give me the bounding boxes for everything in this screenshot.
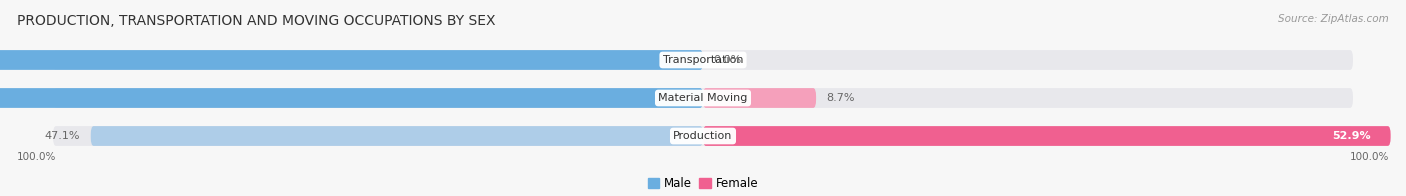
Text: 100.0%: 100.0%	[1350, 152, 1389, 162]
Text: Source: ZipAtlas.com: Source: ZipAtlas.com	[1278, 14, 1389, 24]
FancyBboxPatch shape	[703, 88, 815, 108]
Text: Material Moving: Material Moving	[658, 93, 748, 103]
Text: 8.7%: 8.7%	[827, 93, 855, 103]
Text: 52.9%: 52.9%	[1333, 131, 1371, 141]
FancyBboxPatch shape	[0, 50, 703, 70]
FancyBboxPatch shape	[53, 126, 1353, 146]
Text: 47.1%: 47.1%	[45, 131, 80, 141]
Text: PRODUCTION, TRANSPORTATION AND MOVING OCCUPATIONS BY SEX: PRODUCTION, TRANSPORTATION AND MOVING OC…	[17, 14, 495, 28]
Legend: Male, Female: Male, Female	[643, 172, 763, 195]
FancyBboxPatch shape	[53, 88, 1353, 108]
Text: Production: Production	[673, 131, 733, 141]
FancyBboxPatch shape	[703, 126, 1391, 146]
FancyBboxPatch shape	[91, 126, 703, 146]
FancyBboxPatch shape	[53, 50, 1353, 70]
Text: 0.0%: 0.0%	[713, 55, 741, 65]
Text: 100.0%: 100.0%	[17, 152, 56, 162]
FancyBboxPatch shape	[0, 88, 703, 108]
Text: Transportation: Transportation	[662, 55, 744, 65]
